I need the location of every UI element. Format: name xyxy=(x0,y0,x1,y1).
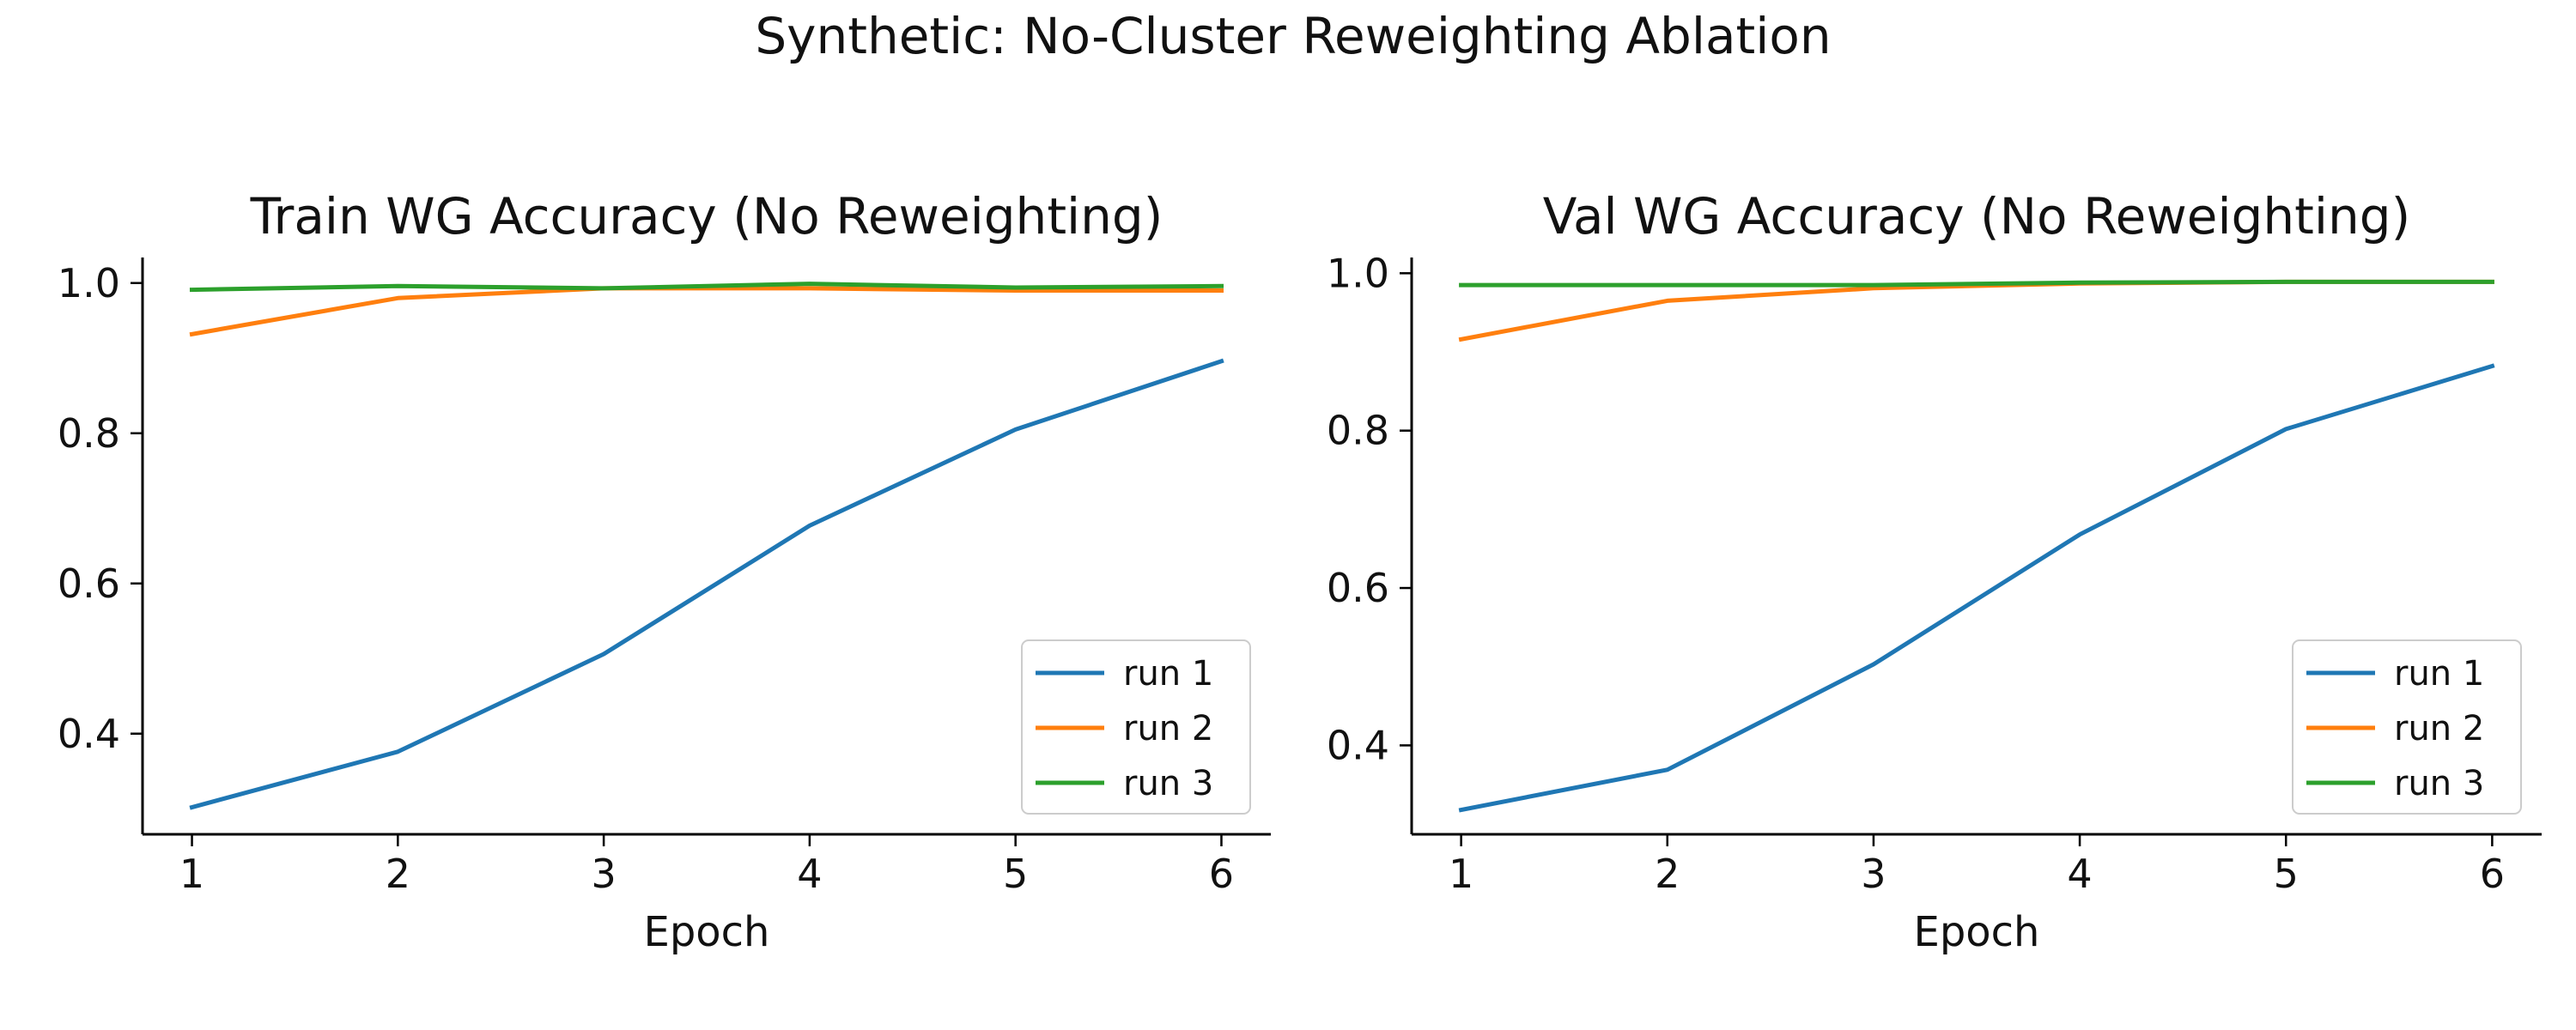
train-chart-title: Train WG Accuracy (No Reweighting) xyxy=(250,187,1163,245)
val-legend-box xyxy=(2292,639,2522,815)
val-x-axis-label: Epoch xyxy=(1914,908,2040,956)
train-x-tick-label-6: 6 xyxy=(1209,851,1234,897)
train-x-tick-label-4: 4 xyxy=(797,851,822,897)
train-accuracy-panel: Train WG Accuracy (No Reweighting) 1 2 3 4 5 6… xyxy=(58,187,1271,956)
train-x-tick-label-3: 3 xyxy=(591,851,616,897)
val-y-tick-label-0.8: 0.8 xyxy=(1327,408,1389,454)
train-legend-label-run-1: run 1 xyxy=(1123,654,1213,694)
val-y-tick-label-0.4: 0.4 xyxy=(1327,722,1389,768)
val-x-tick-label-4: 4 xyxy=(2067,851,2092,897)
val-x-tick-label-6: 6 xyxy=(2480,851,2505,897)
train-y-tick-label-0.4: 0.4 xyxy=(58,711,120,757)
val-legend-label-run-1: run 1 xyxy=(2394,654,2484,694)
val-chart-title: Val WG Accuracy (No Reweighting) xyxy=(1543,187,2410,245)
train-y-tick-label-1.0: 1.0 xyxy=(58,260,120,306)
train-y-tick-label-0.8: 0.8 xyxy=(58,410,120,457)
val-x-tick-label-1: 1 xyxy=(1449,851,1473,897)
val-y-tick-label-1.0: 1.0 xyxy=(1327,250,1389,296)
train-legend: run 1 run 2 run 3 xyxy=(1021,639,1251,815)
train-x-tick-label-1: 1 xyxy=(179,851,204,897)
val-series-run-3-line xyxy=(1459,279,2494,288)
train-x-tick-label-2: 2 xyxy=(386,851,410,897)
val-y-tick-label-0.6: 0.6 xyxy=(1327,565,1389,611)
val-accuracy-panel: Val WG Accuracy (No Reweighting) 1 2 3 4 5 6 0.… xyxy=(1327,187,2542,956)
val-legend-label-run-2: run 2 xyxy=(2394,709,2484,748)
train-legend-label-run-3: run 3 xyxy=(1123,764,1213,803)
figure-title: Synthetic: No-Cluster Reweighting Ablati… xyxy=(755,7,1831,65)
val-legend-label-run-3: run 3 xyxy=(2394,764,2484,803)
train-legend-label-run-2: run 2 xyxy=(1123,709,1213,748)
val-x-tick-label-5: 5 xyxy=(2274,851,2299,897)
train-x-tick-label-5: 5 xyxy=(1003,851,1028,897)
train-legend-box xyxy=(1021,639,1251,815)
train-y-tick-label-0.6: 0.6 xyxy=(58,560,120,607)
val-x-tick-label-3: 3 xyxy=(1861,851,1886,897)
train-series-run-3-line xyxy=(189,282,1224,293)
val-legend: run 1 run 2 run 3 xyxy=(2292,639,2522,815)
train-series-run-1-line xyxy=(189,358,1224,810)
train-series-run-2-line xyxy=(189,286,1224,337)
train-x-axis-label: Epoch xyxy=(644,908,770,956)
val-x-tick-label-2: 2 xyxy=(1655,851,1680,897)
val-series-run-1-line xyxy=(1458,363,2495,813)
